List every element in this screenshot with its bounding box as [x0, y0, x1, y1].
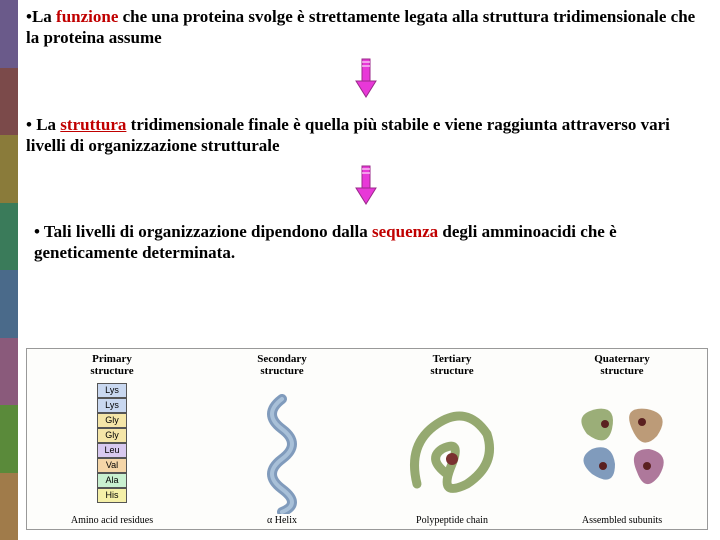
bullet-3: • Tali livelli di organizzazione dipendo…	[26, 221, 706, 264]
highlight: struttura	[60, 115, 126, 134]
stripe	[0, 270, 18, 338]
text: Tali livelli di organizzazione dipendono…	[44, 222, 372, 241]
col-title: Primarystructure	[90, 353, 133, 377]
quaternary-illustration	[539, 381, 705, 527]
bullet-2: • La struttura tridimensionale finale è …	[26, 114, 706, 157]
helix-illustration	[199, 381, 365, 527]
stripe	[0, 338, 18, 406]
amino-acid-box: Lys	[97, 398, 127, 413]
col-primary: Primarystructure LysLysGlyGlyLeuValAlaHi…	[27, 349, 197, 529]
col-title: Quaternarystructure	[594, 353, 650, 377]
amino-acid-box: Val	[97, 458, 127, 473]
amino-acid-box: Gly	[97, 428, 127, 443]
down-arrow-icon	[352, 164, 380, 206]
col-title: Tertiarystructure	[430, 353, 473, 377]
slide-content: •La funzione che una proteina svolge è s…	[26, 6, 706, 272]
col-caption: Assembled subunits	[537, 515, 707, 526]
col-caption: Polypeptide chain	[367, 515, 537, 526]
col-quaternary: Quaternarystructure Assembled subunits	[537, 349, 707, 529]
arrow-1	[26, 57, 706, 104]
stripe	[0, 0, 18, 68]
stripe	[0, 405, 18, 473]
col-secondary: Secondarystructure α Helix	[197, 349, 367, 529]
stripe	[0, 473, 18, 540]
amino-acid-box: His	[97, 488, 127, 503]
tertiary-illustration	[369, 381, 535, 527]
col-title: Secondarystructure	[257, 353, 307, 377]
protein-structure-figure: Primarystructure LysLysGlyGlyLeuValAlaHi…	[26, 348, 708, 530]
text: La	[36, 115, 60, 134]
stripe	[0, 68, 18, 136]
stripe	[0, 135, 18, 203]
amino-acid-stack: LysLysGlyGlyLeuValAlaHis	[97, 383, 127, 503]
col-tertiary: Tertiarystructure Polypeptide chain	[367, 349, 537, 529]
amino-acid-box: Ala	[97, 473, 127, 488]
down-arrow-icon	[352, 57, 380, 99]
highlight: sequenza	[372, 222, 438, 241]
decorative-sidebar	[0, 0, 18, 540]
amino-acid-box: Lys	[97, 383, 127, 398]
text: che una proteina svolge è strettamente l…	[26, 7, 695, 47]
amino-acid-box: Gly	[97, 413, 127, 428]
amino-acid-box: Leu	[97, 443, 127, 458]
bullet-1: •La funzione che una proteina svolge è s…	[26, 6, 706, 49]
text: La	[32, 7, 56, 26]
arrow-2	[26, 164, 706, 211]
col-caption: Amino acid residues	[27, 515, 197, 526]
highlight: funzione	[56, 7, 118, 26]
col-caption: α Helix	[197, 515, 367, 526]
stripe	[0, 203, 18, 271]
